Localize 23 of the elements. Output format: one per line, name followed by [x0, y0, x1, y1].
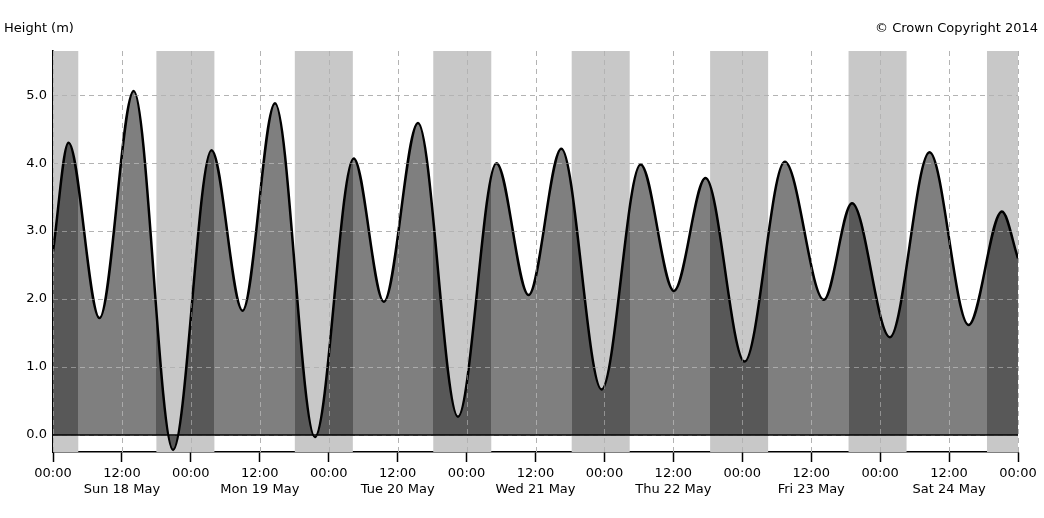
x-tick-label: 00:00 [585, 465, 624, 481]
x-tick-label: 12:00 Tue 20 May [359, 465, 435, 496]
y-tick-label: 5.0 [26, 86, 47, 102]
x-tick-label: 12:00 Sat 24 May [912, 465, 986, 496]
x-tick-label: 00:00 [34, 465, 72, 481]
x-tick-label: 12:00 Sun 18 May [83, 465, 161, 496]
x-tick-label: 00:00 [723, 465, 762, 481]
y-tick-label: 4.0 [26, 154, 47, 170]
text: © Crown Copyright 2014 [875, 19, 1038, 35]
x-tick-label: 12:00 Wed 21 May [495, 465, 576, 496]
y-tick-label: 2.0 [26, 290, 47, 306]
y-tick-label: 3.0 [26, 222, 47, 238]
y-tick-label: 1.0 [26, 358, 47, 374]
x-tick-label: 00:00 [447, 465, 486, 481]
x-tick-label: 12:00 Fri 23 May [777, 465, 846, 496]
x-tick-label: 00:00 [309, 465, 348, 481]
x-tick-label: 00:00 [999, 465, 1037, 481]
x-tick-label: 12:00 Thu 22 May [634, 465, 712, 496]
x-tick-label: 00:00 [861, 465, 899, 481]
y-tick-label: 0.0 [26, 426, 47, 442]
x-tick-label: 00:00 [172, 465, 210, 481]
x-tick-label: 12:00 Mon 19 May [220, 465, 300, 496]
y-axis-title: Height (m) [4, 19, 74, 35]
